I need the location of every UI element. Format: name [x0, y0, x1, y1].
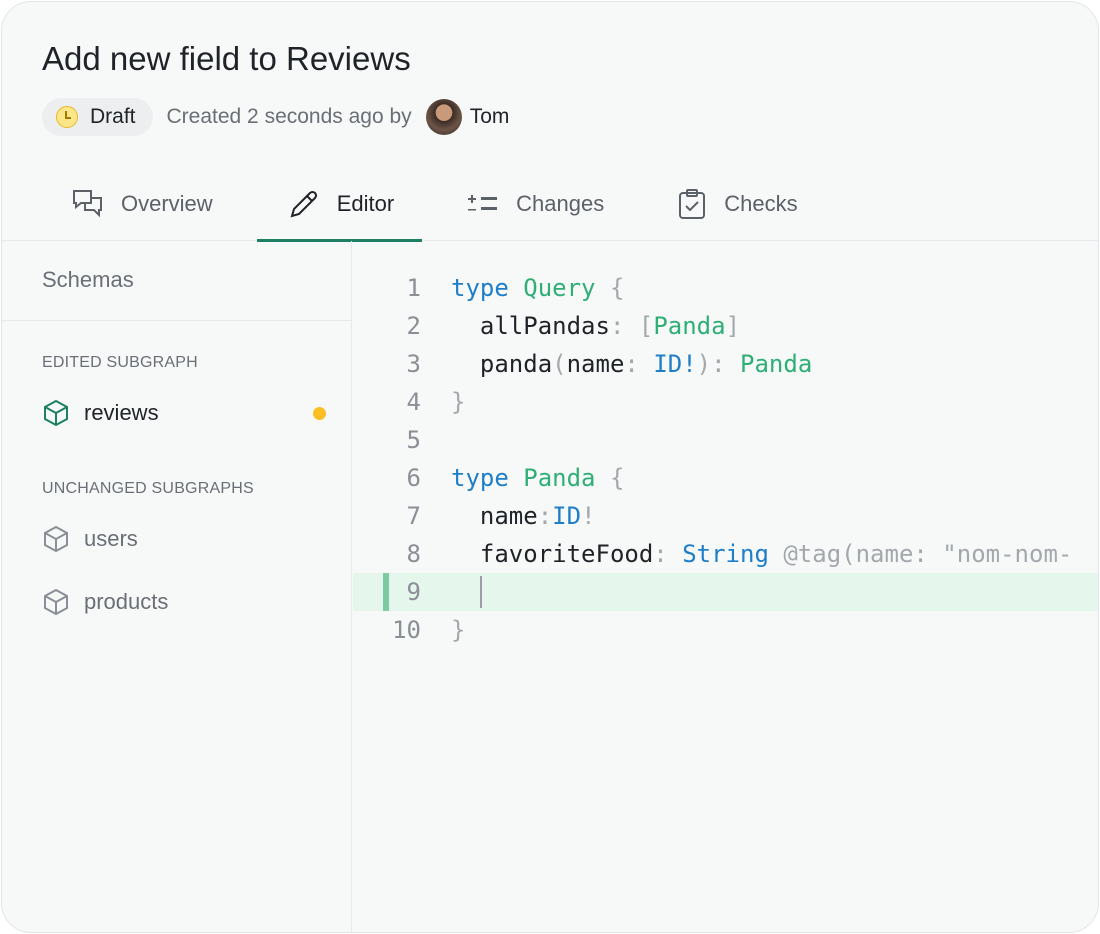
- code-token: type: [451, 274, 509, 302]
- text-caret: [479, 576, 482, 608]
- code-token: : [: [609, 312, 654, 340]
- subgraph-name: users: [84, 526, 138, 551]
- code-token: Panda: [740, 350, 813, 378]
- line-number: 8: [406, 540, 421, 568]
- code-token: ID: [552, 502, 582, 530]
- code-line[interactable]: 3 panda(name: ID!): Panda: [353, 345, 1098, 383]
- line-code: allPandas: [Panda]: [451, 312, 740, 340]
- tab-label: Changes: [516, 191, 605, 216]
- code-line[interactable]: 1 type Query {: [353, 269, 1098, 307]
- code-line[interactable]: 8 favoriteFood: String @tag(name: "nom-n…: [353, 535, 1098, 573]
- sidebar-title: Schemas: [2, 241, 351, 321]
- code-token: Query: [523, 274, 596, 302]
- code-token: [596, 464, 610, 492]
- code-token: ):: [696, 350, 741, 378]
- code-line[interactable]: 4}: [353, 383, 1098, 421]
- code-token: name: [451, 502, 538, 530]
- code-editor[interactable]: 1 type Query {2 allPandas: [Panda] 3 panda…: [353, 241, 1098, 932]
- code-token: allPandas: [451, 312, 610, 340]
- line-number: 1: [406, 274, 421, 302]
- code-line[interactable]: 9: [353, 573, 1098, 611]
- line-number: 10: [392, 616, 421, 644]
- code-token: favoriteFood: [451, 540, 654, 568]
- code-token: panda: [451, 350, 553, 378]
- status-label: Draft: [90, 105, 136, 128]
- line-code: [451, 576, 482, 608]
- clipboard-check-icon: [679, 189, 706, 219]
- line-code: type Panda {: [451, 464, 624, 492]
- tab-label: Checks: [724, 191, 798, 216]
- chat-bubbles-icon: [73, 190, 102, 218]
- code-token: ]: [725, 312, 741, 340]
- modified-dot: [313, 406, 326, 420]
- code-line[interactable]: 5: [353, 421, 1098, 459]
- created-text: Created 2 seconds ago by: [166, 105, 412, 128]
- tab-label: Overview: [121, 191, 213, 216]
- code-token: [509, 464, 523, 492]
- code-token: name: [566, 350, 625, 378]
- plus-minus-list-icon: [468, 195, 498, 211]
- tab-overview[interactable]: Overview: [72, 168, 213, 240]
- line-code: name:ID!: [451, 502, 596, 530]
- code-token: }: [451, 388, 466, 416]
- code-line[interactable]: 6 type Panda {: [353, 459, 1098, 497]
- tab-changes[interactable]: Changes: [468, 168, 604, 240]
- cube-icon: [44, 525, 68, 553]
- line-number: 6: [406, 464, 421, 492]
- line-code: type Query {: [451, 274, 624, 302]
- code-token: String: [682, 540, 769, 568]
- code-token: :: [624, 350, 654, 378]
- unchanged-section-label: UNCHANGED SUBGRAPHS: [42, 480, 254, 497]
- code-token: (: [552, 350, 567, 378]
- tab-editor[interactable]: Editor: [256, 168, 423, 242]
- code-token: {: [609, 274, 625, 302]
- code-token: [509, 274, 523, 302]
- code-token: }: [451, 616, 466, 644]
- code-line[interactable]: 2 allPandas: [Panda]: [353, 307, 1098, 345]
- code-line[interactable]: 10}: [353, 611, 1098, 649]
- line-number: 2: [406, 312, 421, 340]
- author-name[interactable]: Tom: [469, 105, 510, 128]
- code-token: type: [451, 464, 509, 492]
- line-number: 5: [406, 426, 421, 454]
- tab-label: Editor: [336, 191, 395, 216]
- subgraph-reviews[interactable]: reviews: [42, 399, 332, 427]
- cube-icon: [44, 399, 68, 427]
- subgraph-name: reviews: [84, 400, 159, 425]
- pencil-icon: [290, 190, 317, 218]
- code-token: @tag(name: "nom-nom-: [768, 540, 1073, 568]
- code-token: !: [581, 502, 596, 530]
- tab-bar: Overview Editor Changes Checks: [2, 168, 1098, 242]
- code-line[interactable]: 7 name:ID!: [353, 497, 1098, 535]
- code-token: Panda: [523, 464, 596, 492]
- code-token: :: [537, 502, 553, 530]
- code-token: {: [609, 464, 625, 492]
- cube-icon: [44, 588, 68, 616]
- edited-section-label: EDITED SUBGRAPH: [42, 354, 198, 371]
- tab-checks[interactable]: Checks: [678, 168, 798, 240]
- status-badge: Draft: [42, 98, 153, 136]
- code-token: [596, 274, 610, 302]
- line-number: 7: [406, 502, 421, 530]
- meta-row: Draft Created 2 seconds ago by Tom: [42, 98, 509, 136]
- schemas-sidebar: Schemas EDITED SUBGRAPH reviews UNCHANGE…: [2, 241, 352, 932]
- subgraph-users[interactable]: users: [42, 525, 332, 553]
- line-code: }: [451, 616, 465, 644]
- line-code: favoriteFood: String @tag(name: "nom-nom…: [451, 540, 1072, 568]
- code-token: Panda: [653, 312, 726, 340]
- line-number: 4: [406, 388, 421, 416]
- line-code: panda(name: ID!): Panda: [451, 350, 812, 378]
- subgraph-name: products: [84, 589, 169, 614]
- clock-icon: [56, 106, 78, 128]
- code-token: ID!: [653, 350, 697, 378]
- line-code: }: [451, 388, 465, 416]
- line-number: 9: [406, 578, 421, 606]
- page-title: Add new field to Reviews: [42, 40, 411, 77]
- line-number: 3: [406, 350, 421, 378]
- avatar: [425, 99, 462, 135]
- code-token: [451, 577, 480, 605]
- code-token: :: [653, 540, 683, 568]
- subgraph-products[interactable]: products: [42, 588, 332, 616]
